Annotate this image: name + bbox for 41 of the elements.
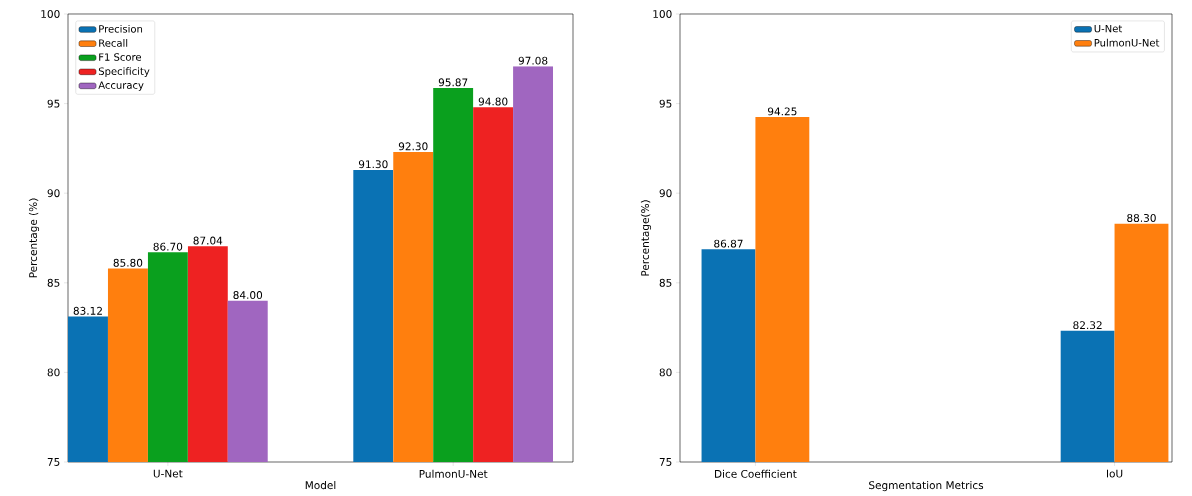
data-label: 88.30 — [1127, 214, 1156, 222]
y-tick-label: 100 — [653, 10, 672, 18]
legend-label: Specificity — [98, 67, 150, 77]
data-label: 95.87 — [438, 78, 468, 87]
data-label: 91.30 — [358, 160, 388, 169]
data-label: 94.25 — [767, 107, 797, 116]
data-label: 87.04 — [193, 236, 223, 245]
y-tick-label: 80 — [47, 368, 60, 377]
y-tick-label: 75 — [659, 458, 672, 466]
legend-label: F1 Score — [99, 53, 142, 61]
data-label: 83.12 — [73, 306, 102, 315]
y-tick-label: 85 — [47, 278, 60, 287]
y-tick-label: 85 — [659, 278, 672, 287]
y-tick-label: 90 — [659, 189, 672, 198]
legend-label: Precision — [99, 24, 143, 33]
x-axis-title: Segmentation Metrics — [869, 481, 984, 492]
x-tick-label: Dice Coefficient — [715, 469, 797, 478]
x-tick-label: IoU — [1106, 469, 1123, 478]
data-label: 94.80 — [478, 97, 508, 106]
data-label: 86.70 — [153, 242, 183, 251]
legend-label: Accuracy — [98, 81, 144, 91]
data-label: 84.00 — [233, 291, 263, 300]
y-tick-label: 95 — [47, 99, 60, 108]
legend-label: PulmonU-Net — [1094, 38, 1160, 47]
y-tick-label: 100 — [41, 10, 60, 18]
data-label: 82.32 — [1073, 321, 1102, 330]
y-axis-title: Percentage(%) — [640, 200, 652, 276]
y-tick-label: 90 — [47, 189, 60, 198]
data-label: 86.87 — [714, 239, 743, 248]
y-axis-title: Percentage (%) — [28, 198, 40, 278]
data-label: 97.08 — [518, 56, 548, 65]
data-label: 92.30 — [398, 142, 428, 151]
y-tick-label: 75 — [47, 458, 60, 466]
x-tick-label: U-Net — [153, 469, 183, 478]
x-tick-label: PulmonU-Net — [419, 469, 488, 478]
data-label: 85.80 — [113, 258, 143, 267]
x-axis-title: Model — [305, 481, 336, 490]
legend-label: U-Net — [1094, 24, 1123, 33]
y-tick-label: 95 — [659, 99, 672, 108]
legend-label: Recall — [99, 39, 128, 47]
y-tick-label: 80 — [659, 368, 672, 377]
